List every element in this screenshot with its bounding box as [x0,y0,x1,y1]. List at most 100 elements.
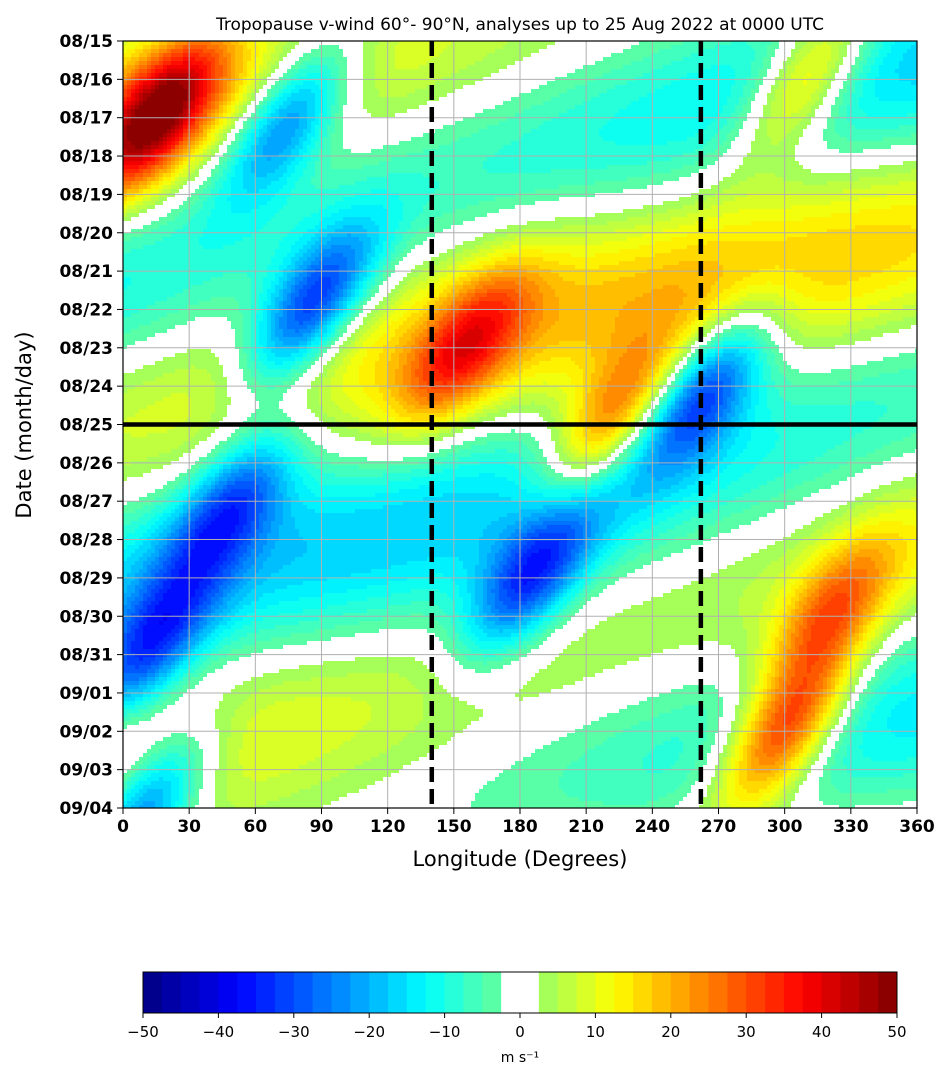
field-cell [743,113,748,118]
field-cell [887,97,892,102]
field-cell [775,73,780,78]
field-cell [655,121,660,126]
field-cell [355,93,360,98]
field-cell [583,73,588,78]
field-cell [803,65,808,70]
field-cell [803,61,808,66]
field-cell [763,113,768,118]
field-cell [415,121,420,126]
field-cell [747,133,752,138]
field-cell [731,69,736,74]
field-cell [295,105,300,110]
field-cell [411,53,416,58]
field-cell [559,49,564,54]
field-cell [391,117,396,122]
field-cell [579,45,584,50]
field-cell [559,117,564,122]
field-cell [763,81,768,86]
field-cell [719,89,724,94]
field-cell [163,41,168,46]
field-cell [683,101,688,106]
field-cell [551,133,556,138]
field-cell [739,81,744,86]
field-cell [143,125,148,130]
field-cell [531,101,536,106]
field-cell [183,137,188,142]
field-cell [867,101,872,106]
field-cell [291,57,296,62]
field-cell [235,85,240,90]
field-cell [775,69,780,74]
field-cell [815,41,820,46]
field-cell [495,89,500,94]
field-cell [291,81,296,86]
field-cell [231,109,236,114]
field-cell [447,113,452,118]
field-cell [255,41,260,46]
field-cell [679,85,684,90]
field-cell [291,73,296,78]
field-cell [743,137,748,142]
field-cell [335,41,340,46]
field-cell [199,101,204,106]
field-cell [175,105,180,110]
field-cell [879,133,884,138]
field-cell [247,41,252,46]
field-cell [559,125,564,130]
field-cell [167,73,172,78]
field-cell [543,117,548,122]
field-cell [779,97,784,102]
field-cell [675,137,680,142]
field-cell [155,41,160,46]
field-cell [179,113,184,118]
field-cell [835,137,840,142]
field-cell [783,41,788,46]
field-cell [695,137,700,142]
field-cell [527,117,532,122]
field-cell [231,81,236,86]
field-cell [619,105,624,110]
field-cell [583,93,588,98]
field-cell [147,109,152,114]
field-cell [739,133,744,138]
field-cell [515,69,520,74]
field-cell [131,93,136,98]
field-cell [871,61,876,66]
field-cell [227,85,232,90]
field-cell [535,113,540,118]
field-cell [751,65,756,70]
field-cell [251,121,256,126]
field-cell [687,109,692,114]
field-cell [259,69,264,74]
field-cell [411,137,416,142]
field-cell [399,57,404,62]
field-cell [619,129,624,134]
field-cell [591,45,596,50]
field-cell [799,129,804,134]
field-cell [471,109,476,114]
field-cell [139,101,144,106]
field-cell [411,121,416,126]
field-cell [719,113,724,118]
field-cell [639,125,644,130]
field-cell [159,129,164,134]
field-cell [223,81,228,86]
field-cell [139,105,144,110]
field-cell [327,85,332,90]
field-cell [823,73,828,78]
field-cell [399,65,404,70]
field-cell [335,49,340,54]
field-cell [275,73,280,78]
field-cell [779,129,784,134]
field-cell [335,53,340,58]
field-cell [379,105,384,110]
field-cell [431,101,436,106]
field-cell [239,97,244,102]
field-cell [675,81,680,86]
field-cell [455,41,460,46]
field-cell [543,41,548,46]
field-cell [387,69,392,74]
field-cell [743,45,748,50]
field-cell [211,105,216,110]
field-cell [131,117,136,122]
